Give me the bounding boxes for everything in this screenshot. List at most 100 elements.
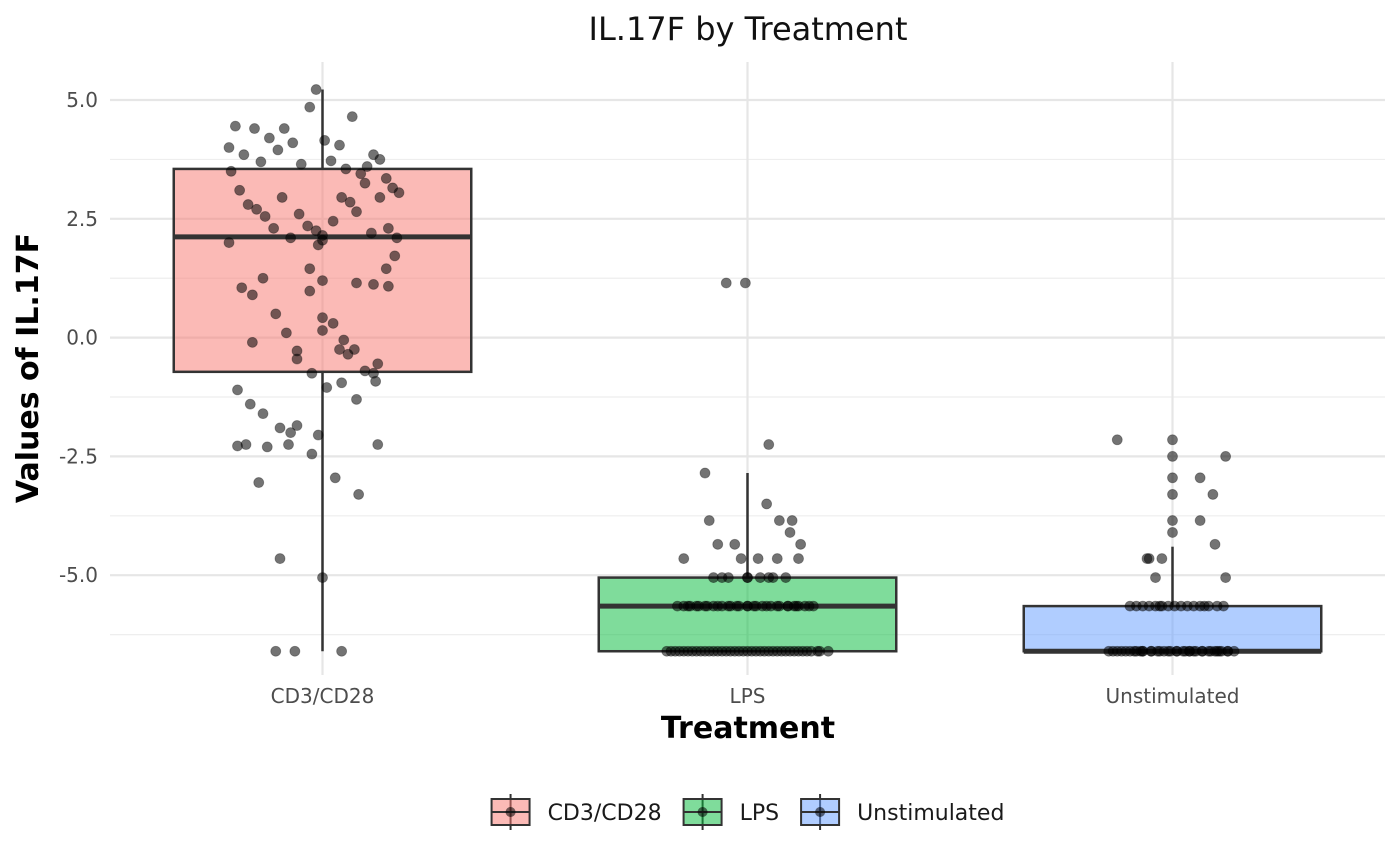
- data-point: [274, 553, 286, 564]
- box-body: [1022, 604, 1323, 653]
- legend-item-lps: LPS: [682, 794, 780, 830]
- data-point: [771, 553, 783, 564]
- legend-label: LPS: [740, 801, 780, 826]
- data-point: [251, 203, 263, 215]
- box-unstimulated: [1022, 546, 1323, 654]
- y-tick-label: -2.5: [59, 444, 98, 468]
- data-point: [368, 278, 379, 290]
- data-point: [763, 572, 775, 583]
- data-point: [259, 211, 271, 222]
- data-point: [270, 645, 282, 657]
- box-layer: [172, 89, 1323, 654]
- data-point: [327, 317, 339, 329]
- chart-title: IL.17F by Treatment: [589, 10, 908, 48]
- data-point: [382, 222, 394, 234]
- data-point: [739, 277, 751, 289]
- data-point: [223, 142, 235, 153]
- data-point: [786, 515, 798, 526]
- data-point: [784, 527, 796, 538]
- data-point: [735, 553, 747, 564]
- data-point: [1167, 472, 1178, 484]
- data-point: [321, 382, 333, 393]
- data-point: [1209, 538, 1221, 550]
- data-point: [272, 144, 284, 156]
- data-point: [274, 422, 286, 434]
- data-point: [1220, 572, 1232, 583]
- data-point: [812, 645, 824, 657]
- data-point: [1156, 553, 1168, 564]
- legend-label: Unstimulated: [857, 801, 1004, 826]
- data-point: [223, 237, 235, 248]
- data-point: [236, 282, 248, 294]
- data-point: [1167, 527, 1178, 538]
- data-point: [336, 377, 348, 389]
- data-point: [319, 135, 331, 146]
- data-point: [365, 227, 377, 239]
- data-point: [336, 192, 348, 203]
- data-point: [678, 600, 690, 612]
- data-point: [287, 137, 299, 149]
- legend: CD3/CD28 LPS Unstimulated: [490, 794, 1004, 830]
- data-point: [304, 285, 316, 297]
- data-point: [1167, 451, 1178, 462]
- data-point: [340, 163, 352, 175]
- data-point: [255, 156, 267, 168]
- data-point: [238, 149, 250, 161]
- data-point: [1218, 600, 1229, 612]
- data-point: [1220, 451, 1232, 462]
- data-point: [246, 289, 258, 301]
- data-point: [244, 398, 256, 410]
- data-point: [793, 553, 804, 564]
- box-lps: [597, 473, 898, 653]
- points-unstimulated: [1103, 434, 1240, 657]
- legend-item-cd3-cd28: CD3/CD28: [490, 794, 662, 830]
- data-point: [304, 263, 316, 275]
- data-point: [338, 334, 350, 346]
- data-point: [325, 155, 337, 167]
- legend-key-point: [697, 807, 708, 817]
- data-point: [285, 427, 297, 439]
- data-point: [372, 358, 384, 370]
- data-point: [353, 489, 365, 500]
- data-point: [317, 230, 328, 241]
- data-point: [1222, 645, 1234, 657]
- data-point: [1198, 600, 1210, 612]
- data-point: [249, 123, 260, 134]
- data-point: [317, 275, 328, 286]
- data-point: [788, 600, 800, 612]
- data-point: [317, 572, 328, 583]
- data-point: [1167, 434, 1178, 446]
- data-point: [780, 572, 792, 583]
- box-body: [597, 576, 898, 653]
- y-tick-label: 2.5: [66, 207, 98, 231]
- data-point: [351, 206, 362, 218]
- data-point: [257, 408, 269, 420]
- data-point: [329, 472, 341, 484]
- data-point: [295, 158, 307, 170]
- data-point: [232, 440, 243, 452]
- data-point: [263, 132, 275, 144]
- data-point: [729, 538, 741, 550]
- data-point: [391, 232, 403, 244]
- data-point: [712, 538, 724, 550]
- data-point: [270, 308, 282, 320]
- data-point: [1167, 515, 1178, 526]
- data-point: [361, 161, 373, 172]
- data-point: [306, 367, 318, 379]
- data-point: [374, 192, 386, 203]
- data-point: [1207, 489, 1219, 500]
- data-point: [380, 173, 392, 184]
- data-point: [229, 120, 241, 132]
- data-point: [283, 439, 294, 450]
- data-point: [1194, 472, 1206, 484]
- data-point: [289, 645, 301, 657]
- data-point: [285, 232, 297, 244]
- data-point: [268, 222, 280, 234]
- data-point: [317, 312, 328, 324]
- x-tick-label: LPS: [730, 684, 766, 708]
- data-point: [1135, 645, 1147, 657]
- data-point: [752, 553, 764, 564]
- data-point: [278, 123, 290, 134]
- data-point: [355, 168, 367, 180]
